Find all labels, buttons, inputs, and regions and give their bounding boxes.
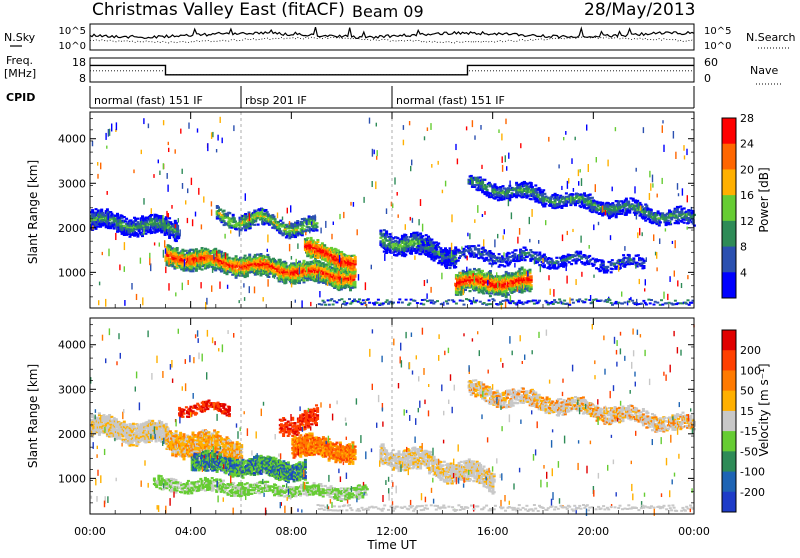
colorbar-swatch (722, 492, 736, 513)
x-tick-label: 00:00 (678, 525, 710, 538)
colorbar-swatch (722, 221, 736, 247)
noise-panel: N.Sky 10^5 10^0 10^5 10^0 N.Search (4, 24, 796, 52)
y-tick-label: 2000 (58, 222, 86, 235)
noise-search-line (90, 37, 694, 43)
velocity-colorbar-label: Velocity [m s⁻¹] (757, 363, 771, 456)
colorbar-tick-label: 24 (740, 138, 754, 151)
x-axis-label: Time UT (366, 538, 417, 552)
colorbar-swatch (722, 411, 736, 432)
colorbar-tick-label: 15 (740, 405, 754, 418)
freq-label-2: [MHz] (4, 67, 36, 80)
colorbar-tick-label: -50 (740, 445, 758, 458)
colorbar-tick-label: 4 (740, 266, 747, 279)
nave-tick-bottom: 0 (704, 72, 711, 85)
power-colorbar: 4 8 12 16 20 24 28 (722, 112, 754, 299)
y-tick-label: 1000 (58, 266, 86, 279)
noise-left-label: N.Sky (4, 31, 36, 44)
colorbar-tick-label: 8 (740, 241, 747, 254)
freq-tick-bottom: 8 (79, 72, 86, 85)
noise-sky-line (90, 27, 694, 38)
power-heatmap (90, 117, 696, 310)
cpid-label: CPID (6, 91, 35, 104)
y-tick-label: 3000 (58, 383, 86, 396)
colorbar-tick-label: 200 (740, 344, 761, 357)
x-tick-label: 16:00 (477, 525, 509, 538)
station-title: Christmas Valley East (fitACF) (92, 0, 345, 20)
cpid-segment-label: rbsp 201 IF (245, 94, 307, 107)
velocity-ylabel: Slant Range [km] (26, 364, 40, 468)
colorbar-tick-label: 20 (740, 163, 754, 176)
beam-title: Beam 09 (352, 2, 424, 21)
cpid-bar: CPID normal (fast) 151 IF rbsp 201 IF norm… (6, 86, 694, 108)
noise-right-tick-top: 10^5 (704, 26, 731, 37)
colorbar-tick-label: 28 (740, 112, 754, 125)
colorbar-swatch (722, 451, 736, 472)
colorbar-tick-label: -100 (740, 466, 765, 479)
frequency-line (90, 65, 694, 74)
x-tick-label: 12:00 (376, 525, 408, 538)
power-panel: 1000 2000 3000 4000 Slant Range [km] 4 8 12 16… (26, 112, 771, 309)
y-tick-label: 3000 (58, 177, 86, 190)
colorbar-swatch (722, 431, 736, 452)
y-tick-label: 2000 (58, 428, 86, 441)
colorbar-swatch (722, 195, 736, 221)
velocity-heatmap (90, 324, 696, 516)
colorbar-swatch (722, 144, 736, 170)
freq-label-1: Freq. (6, 54, 33, 67)
colorbar-tick-label: -15 (740, 425, 758, 438)
noise-right-tick-bottom: 10^0 (704, 41, 731, 52)
x-tick-label: 04:00 (175, 525, 207, 538)
cpid-segment-label: normal (fast) 151 IF (396, 94, 505, 107)
nave-label: Nave (750, 64, 778, 77)
x-tick-label: 00:00 (74, 525, 106, 538)
colorbar-swatch (722, 472, 736, 493)
colorbar-tick-label: 16 (740, 189, 754, 202)
x-tick-label: 08:00 (275, 525, 307, 538)
colorbar-swatch (722, 350, 736, 371)
cpid-segment-label: normal (fast) 151 IF (94, 94, 203, 107)
colorbar-swatch (722, 391, 736, 412)
colorbar-swatch (722, 272, 736, 298)
y-tick-label: 4000 (58, 133, 86, 146)
colorbar-swatch (722, 370, 736, 391)
noise-left-tick-bottom: 10^0 (59, 41, 86, 52)
frequency-panel: Freq. [MHz] 18 8 60 0 Nave (4, 54, 782, 85)
colorbar-tick-label: -200 (740, 486, 765, 499)
x-tick-label: 20:00 (577, 525, 609, 538)
noise-right-label: N.Search (746, 31, 796, 44)
noise-left-tick-top: 10^5 (59, 26, 86, 37)
colorbar-swatch (722, 330, 736, 351)
colorbar-swatch (722, 118, 736, 144)
colorbar-swatch (722, 169, 736, 195)
colorbar-tick-label: 50 (740, 385, 754, 398)
y-tick-label: 4000 (58, 339, 86, 352)
colorbar-tick-label: 12 (740, 215, 754, 228)
power-ylabel: Slant Range [km] (26, 160, 40, 264)
y-tick-label: 1000 (58, 472, 86, 485)
date-title: 28/May/2013 (584, 0, 696, 20)
freq-tick-top: 18 (72, 56, 86, 69)
nave-tick-top: 60 (704, 56, 718, 69)
power-colorbar-label: Power [dB] (757, 167, 771, 232)
colorbar-swatch (722, 247, 736, 273)
